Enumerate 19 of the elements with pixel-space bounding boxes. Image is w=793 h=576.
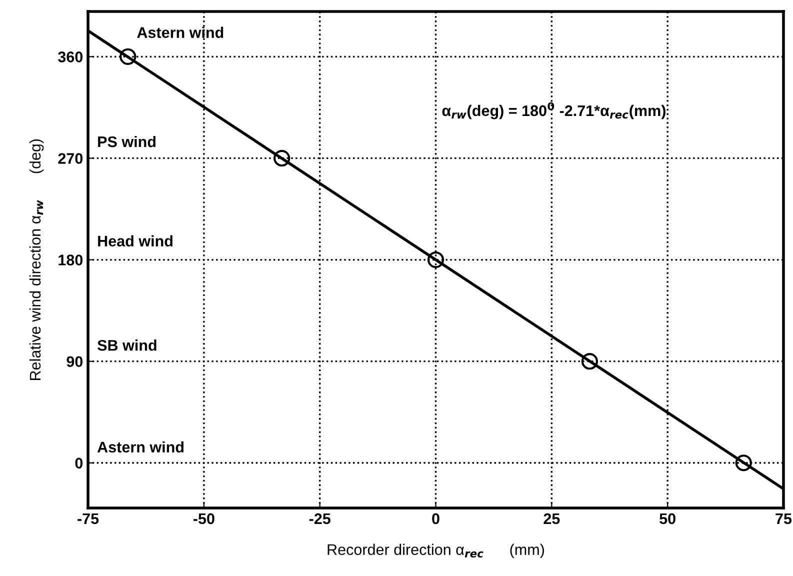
annotation: Astern wind <box>97 441 184 453</box>
x-tick-label: 25 <box>544 513 560 524</box>
annotation: PS wind <box>98 136 156 148</box>
annotation: SB wind <box>98 340 156 351</box>
x-tick-label: -25 <box>309 513 330 524</box>
y-tick-label: 360 <box>58 52 83 62</box>
annotation: Head wind <box>98 235 172 246</box>
x-tick-label: 50 <box>660 513 676 524</box>
annotation: Astern wind <box>137 26 224 38</box>
y-tick-label: 90 <box>66 356 83 368</box>
x-tick-label: 0 <box>432 513 440 524</box>
y-tick-label: 0 <box>75 458 83 469</box>
x-tick-label: -50 <box>193 513 214 524</box>
text: Recorder direction α$_{rec}$ (mm) <box>328 544 544 558</box>
text: Relative wind direction α$_{rw}$ (deg) <box>29 139 44 380</box>
x-tick-label: -75 <box>78 513 99 524</box>
y-tick-label: 270 <box>58 153 83 164</box>
y-tick-label: 180 <box>58 254 83 266</box>
x-tick-label: 75 <box>776 513 792 524</box>
